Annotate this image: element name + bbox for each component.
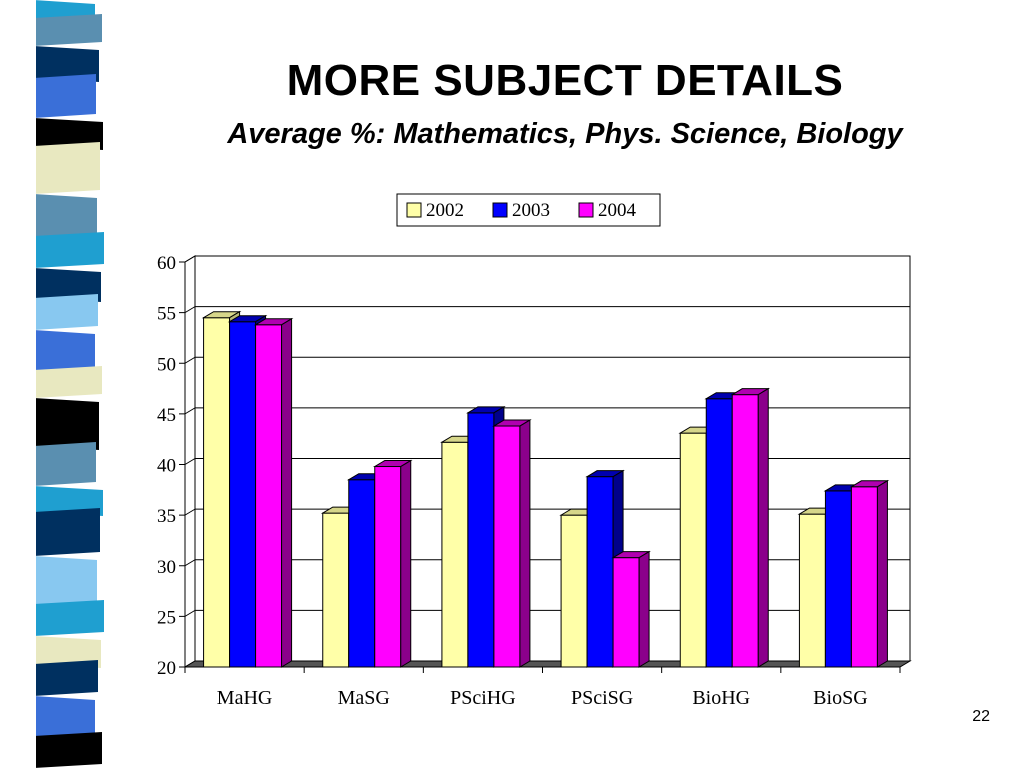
bar-2004-PSciHG [492,419,532,668]
deco-stripe [34,194,97,240]
gridline-side [184,508,196,516]
deco-strip-margin [104,0,120,768]
bar-2004-BioHG [730,387,771,668]
legend-swatch [492,202,508,218]
deco-stripe [34,556,97,608]
deco-stripe [34,732,102,768]
deco-stripe [34,330,95,374]
y-tick-label: 20 [157,658,176,679]
bar-2004-MaHG [253,317,294,668]
bar-front [229,321,257,668]
gridline-side [184,255,196,263]
bar-front [798,513,826,668]
bar-side [876,479,888,668]
x-tick-label: PSciHG [450,687,516,709]
x-tick-label: MaSG [338,687,390,709]
bar-front [374,466,402,668]
bar-front [731,394,759,668]
bar-front [586,476,614,668]
x-tick-label: MaHG [217,687,273,709]
bar-front [612,557,640,668]
bar-front [850,486,878,668]
deco-stripe [34,442,96,486]
legend-box [396,193,661,227]
gridline-side [184,458,196,465]
gridline-side [184,609,196,617]
x-tick-label: PSciSG [571,687,633,709]
bar-front [441,441,469,668]
page-number: 22 [972,708,990,725]
legend-swatch [578,202,594,218]
deco-strip-margin [0,0,36,768]
legend-label: 2004 [598,200,637,221]
y-tick-label: 25 [157,607,176,628]
x-tick-label: BioHG [692,687,750,709]
deco-stripe [34,268,101,302]
y-tick-label: 50 [157,354,176,375]
y-tick-label: 40 [157,456,176,477]
deco-stripe [34,486,103,516]
deco-stripe [34,232,104,268]
bar-side [400,459,412,668]
deco-stripe [34,696,95,740]
y-tick-label: 30 [157,557,176,578]
deco-stripe [34,636,101,668]
bar-front [348,479,376,668]
gridline-side [184,407,196,415]
slide-title: MORE SUBJECT DETAILS [286,56,844,105]
deco-stripe [34,660,98,696]
bar-front [679,432,707,668]
deco-stripe [34,118,103,150]
bar-front [467,412,495,668]
deco-stripe [34,142,100,194]
gridline-side [184,356,196,364]
gridline-side [184,306,196,314]
bar-front [824,490,852,668]
bar-front [322,512,350,668]
legend-label: 2002 [426,200,464,221]
legend: 2002 2003 2004 [396,193,661,227]
bar-front [560,514,588,668]
deco-stripe [34,46,99,82]
gridline-side [184,559,196,567]
bar-front [493,425,521,668]
slide-subtitle: Average %: Mathematics, Phys. Science, B… [227,118,903,150]
bar-side [519,419,531,668]
bar-front [203,317,231,668]
deco-stripe [34,600,104,636]
bar-side [638,550,650,668]
deco-stripe [34,294,98,330]
y-tick-label: 45 [157,405,176,426]
bar-side [757,387,769,668]
y-tick-label: 60 [157,253,176,274]
y-tick-label: 55 [157,304,176,325]
bar-front [255,324,283,668]
x-tick-label: BioSG [813,687,867,709]
bar-front [705,398,733,668]
deco-stripe [34,398,99,450]
y-tick-label: 35 [157,506,176,527]
deco-stripe [34,14,102,46]
deco-stripe [34,74,96,118]
bar-2004-BioSG [849,479,890,668]
legend-swatch [406,202,422,218]
legend-label: 2003 [512,200,550,221]
bar-2004-MaSG [372,459,413,668]
bar-side [281,317,293,668]
bar-2004-PSciSG [611,550,651,668]
deco-stripe [34,366,102,398]
decorative-strip [0,0,120,768]
deco-stripe [34,508,100,556]
